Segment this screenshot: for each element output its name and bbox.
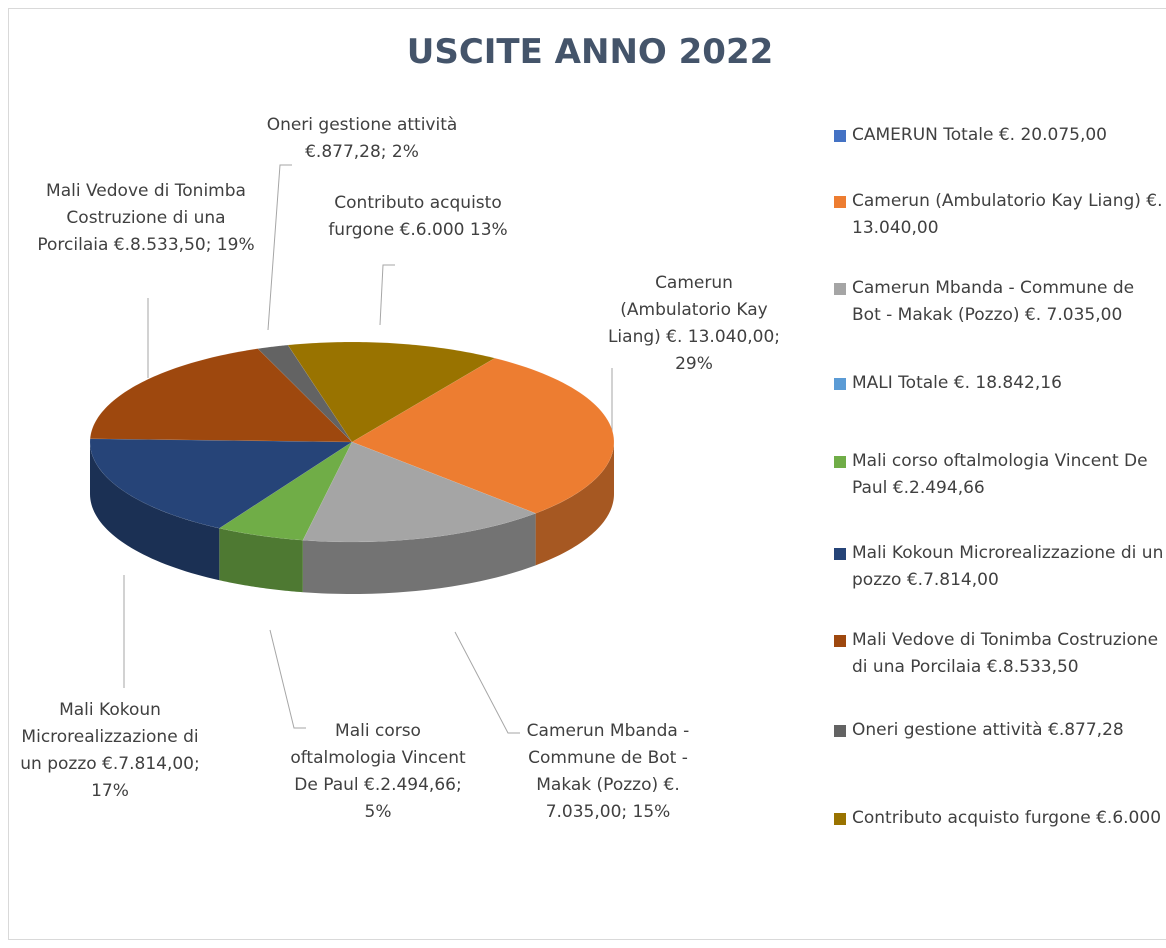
data-label: Oneri gestione attività €.877,28; 2%	[266, 115, 458, 162]
legend-label: MALI Totale €. 18.842,16	[852, 373, 1062, 393]
data-label: Contributo acquisto furgone €.6.000 13%	[328, 193, 508, 240]
legend-entry: Mali Vedove di Tonimba Costruzione di un…	[834, 627, 1164, 681]
legend-entry: MALI Totale €. 18.842,16	[834, 370, 1164, 397]
legend-label: Contributo acquisto furgone €.6.000	[852, 808, 1162, 828]
slice	[287, 341, 496, 443]
legend-label: Camerun (Ambulatorio Kay Liang) €. 13.04…	[852, 191, 1163, 238]
data-label: Mali Vedove di Tonimba Costruzione di un…	[37, 181, 255, 255]
slice-side	[219, 528, 303, 593]
leader-line	[454, 631, 520, 734]
data-label: Camerun (Ambulatorio Kay Liang) €. 13.04…	[607, 273, 781, 374]
legend-entry: Mali Kokoun Microrealizzazione di un poz…	[834, 540, 1164, 594]
legend-swatch	[834, 725, 846, 737]
legend-label: Mali Vedove di Tonimba Costruzione di un…	[852, 630, 1159, 677]
chart-title: USCITE ANNO 2022	[406, 32, 774, 72]
leader-lines	[123, 164, 613, 734]
leader-line	[269, 629, 306, 729]
leader-line	[267, 164, 292, 331]
legend-entry: CAMERUN Totale €. 20.075,00	[834, 122, 1164, 149]
slice-sides	[90, 442, 614, 594]
slice-side	[90, 442, 220, 581]
slice	[218, 441, 353, 541]
legend-label: Camerun Mbanda - Commune de Bot - Makak …	[852, 278, 1135, 325]
data-label: Camerun Mbanda - Commune de Bot - Makak …	[526, 721, 690, 822]
slice	[89, 438, 353, 529]
slice	[257, 344, 353, 443]
data-label: Mali Kokoun Microrealizzazione di un poz…	[20, 700, 200, 801]
slice	[302, 441, 537, 543]
leader-line	[379, 264, 395, 326]
slice	[89, 348, 353, 443]
legend-swatch	[834, 813, 846, 825]
legend-swatch	[834, 283, 846, 295]
legend-swatch	[834, 456, 846, 468]
slice	[351, 357, 615, 514]
legend-swatch	[834, 635, 846, 647]
slice-side	[302, 513, 536, 594]
legend-swatch	[834, 378, 846, 390]
slice-side	[535, 442, 614, 566]
legend-label: Mali corso oftalmologia Vincent De Paul …	[852, 451, 1148, 498]
legend-entry: Camerun (Ambulatorio Kay Liang) €. 13.04…	[834, 188, 1164, 242]
legend-swatch	[834, 548, 846, 560]
legend-label: Oneri gestione attività €.877,28	[852, 720, 1124, 740]
legend-entry: Oneri gestione attività €.877,28	[834, 717, 1164, 744]
legend-entry: Mali corso oftalmologia Vincent De Paul …	[834, 448, 1164, 502]
legend-swatch	[834, 130, 846, 142]
legend-label: CAMERUN Totale €. 20.075,00	[852, 125, 1107, 145]
legend-swatch	[834, 196, 846, 208]
legend-entry: Contributo acquisto furgone €.6.000	[834, 805, 1164, 832]
legend-entry: Camerun Mbanda - Commune de Bot - Makak …	[834, 275, 1164, 329]
data-label: Mali corso oftalmologia Vincent De Paul …	[290, 721, 466, 822]
legend-label: Mali Kokoun Microrealizzazione di un poz…	[852, 543, 1164, 590]
chart-frame	[8, 8, 1166, 940]
